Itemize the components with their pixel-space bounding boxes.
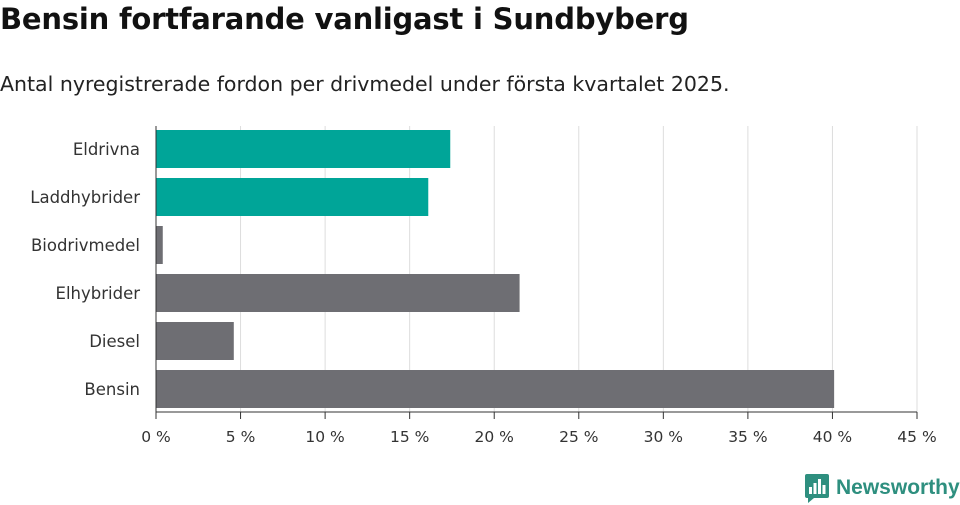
x-tick-label: 35 % [728,428,767,446]
bar [156,178,429,216]
bar [156,322,234,360]
bar [156,226,163,264]
newsworthy-logo: Newsworthy [804,473,960,503]
category-label: Biodrivmedel [31,236,140,255]
x-tick-label: 15 % [390,428,429,446]
category-label: Laddhybrider [30,188,140,207]
x-tick-label: 10 % [305,428,344,446]
chart-title: Bensin fortfarande vanligast i Sundbyber… [0,2,689,36]
x-tick-label: 30 % [644,428,683,446]
category-label: Diesel [89,332,140,351]
category-label: Bensin [84,380,140,399]
category-label: Elhybrider [56,284,141,303]
brand-name: Newsworthy [836,476,960,499]
x-tick-label: 45 % [897,428,936,446]
bar [156,370,835,408]
bar [156,274,520,312]
bar-chart-badge-icon [805,474,829,503]
x-tick-label: 20 % [475,428,514,446]
x-tick-label: 0 % [141,428,171,446]
x-tick-label: 25 % [559,428,598,446]
x-tick-label: 40 % [813,428,852,446]
x-tick-label: 5 % [226,428,256,446]
bar [156,130,451,168]
category-label: Eldrivna [73,140,140,159]
chart-subtitle: Antal nyregistrerade fordon per drivmede… [0,72,730,96]
